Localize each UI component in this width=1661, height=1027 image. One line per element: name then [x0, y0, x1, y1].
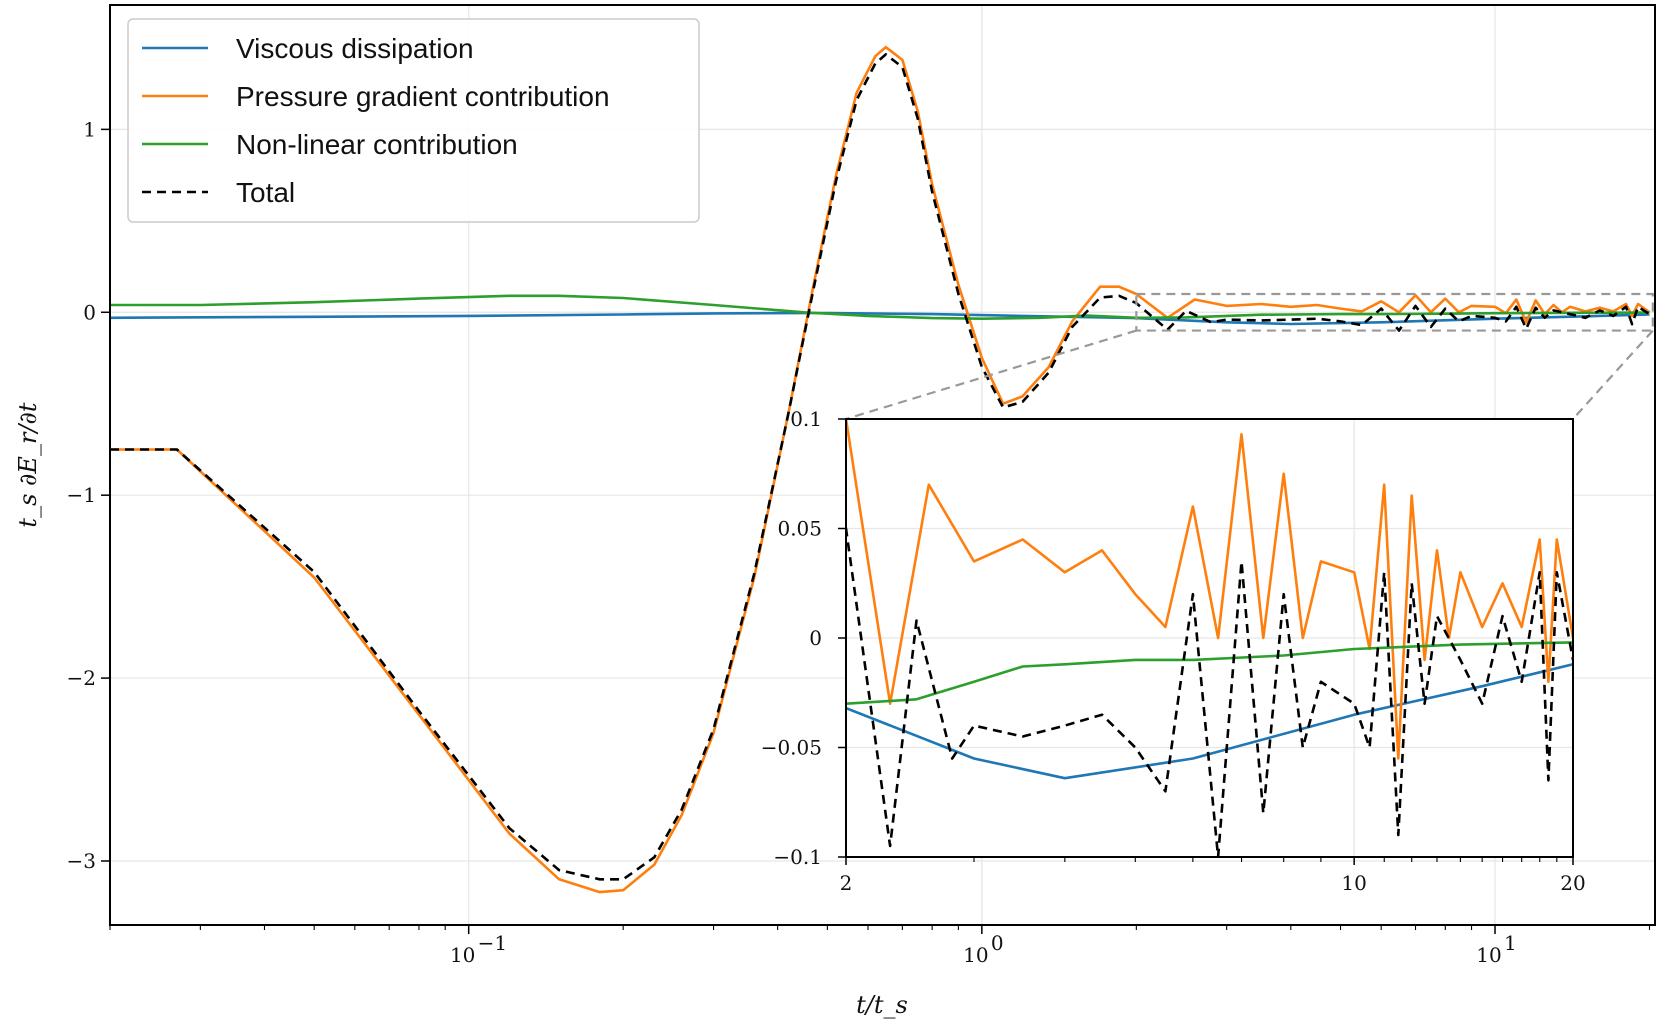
series-line-viscous-dissipation [110, 311, 1650, 326]
inset-y-tick-label: 0 [809, 626, 822, 650]
x-tick-exponent: 1 [1504, 931, 1517, 955]
legend-box [127, 18, 700, 223]
zoom-connector-left [845, 329, 1137, 421]
main-ticks: 10 −1 10 0 10 110−1−2−3 [67, 117, 1651, 967]
x-tick-label: 10 [1476, 943, 1501, 967]
y-tick-label: −3 [67, 849, 96, 873]
inset-series-line-total [846, 523, 1573, 857]
inset-plot-area [846, 419, 1573, 857]
zoom-indicator [845, 292, 1654, 421]
x-tick-exponent: 0 [991, 931, 1004, 955]
inset-series-line-viscous-dissipation [846, 663, 1573, 780]
x-tick-exponent: −1 [478, 931, 507, 955]
main-axes-frame [109, 4, 1656, 926]
legend-label: Total [236, 177, 295, 208]
legend: Viscous dissipation Pressure gradient con… [127, 18, 700, 223]
inset-ticks: 2 10 20 0.1 0.05 0 −0.05 −0.1 [761, 407, 1586, 895]
axis-labels: t/t_s t_s ∂E_r/∂t [14, 402, 908, 1019]
y-tick-label: −2 [67, 666, 96, 690]
legend-label: Pressure gradient contribution [236, 81, 610, 112]
inset-y-tick-label: −0.05 [761, 736, 822, 760]
inset-y-tick-label: 0.05 [777, 517, 822, 541]
inset-x-tick-label: 10 [1341, 871, 1366, 895]
legend-label: Non-linear contribution [236, 129, 518, 160]
x-tick-label: 10 [963, 943, 988, 967]
inset-y-tick-label: −0.1 [773, 845, 822, 869]
legend-label: Viscous dissipation [236, 33, 474, 64]
y-tick-label: −1 [67, 483, 96, 507]
x-axis-label: t/t_s [856, 991, 908, 1019]
inset-x-tick-label: 2 [840, 871, 853, 895]
y-axis-label: t_s ∂E_r/∂t [14, 402, 42, 527]
inset-series-line-pressure-gradient-contribution [846, 419, 1573, 760]
inset-plot: 2 10 20 0.1 0.05 0 −0.05 −0.1 [761, 407, 1586, 895]
series-line-non-linear-contribution [110, 294, 1650, 320]
zoom-connector-right [1572, 329, 1654, 420]
inset-series-line-non-linear-contribution [846, 641, 1573, 705]
zoom-box [1135, 292, 1654, 332]
x-tick-label: 10 [450, 943, 475, 967]
y-tick-label: 1 [83, 117, 96, 141]
inset-y-tick-label: 0.1 [790, 407, 822, 431]
inset-x-tick-label: 20 [1560, 871, 1585, 895]
y-tick-label: 0 [83, 300, 96, 324]
